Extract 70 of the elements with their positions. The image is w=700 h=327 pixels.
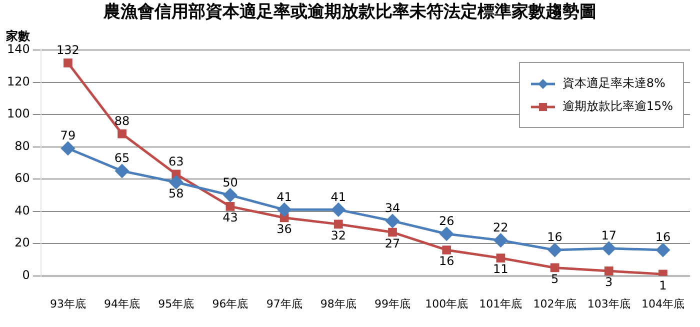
legend-label: 資本適足率未達8%: [562, 75, 666, 92]
data-label: 50: [222, 175, 238, 190]
data-label: 41: [276, 190, 292, 204]
point: [64, 58, 72, 68]
x-tick-label: 99年底: [374, 297, 410, 310]
y-tick-label: 0: [22, 268, 30, 282]
x-tick-label: 93年底: [50, 297, 86, 310]
data-label: 3: [605, 275, 613, 290]
point: [388, 228, 397, 237]
point: [550, 263, 560, 272]
y-tick-label: 20: [14, 236, 30, 250]
point: [494, 234, 508, 248]
data-label: 43: [222, 210, 238, 225]
data-label: 17: [601, 228, 617, 243]
point: [548, 243, 562, 257]
x-tick-label: 102年底: [533, 297, 576, 310]
point: [440, 227, 454, 241]
point: [278, 202, 292, 216]
data-label: 41: [330, 190, 346, 204]
point: [658, 270, 668, 276]
x-tick-label: 101年底: [479, 297, 522, 310]
point: [115, 164, 129, 178]
x-tick-label: 98年底: [320, 297, 356, 310]
point: [386, 214, 400, 228]
data-label: 5: [550, 272, 559, 286]
point: [118, 129, 126, 138]
point: [169, 176, 183, 190]
data-label: 88: [114, 114, 130, 128]
data-label: 63: [168, 154, 184, 168]
chart-title: 農漁會信用部資本適足率或逾期放款比率未符法定標準家數趨勢圖: [102, 1, 598, 24]
data-label: 36: [276, 222, 292, 236]
data-label: 1: [659, 278, 667, 292]
point: [61, 142, 75, 156]
data-label: 79: [60, 128, 76, 143]
data-label: 16: [438, 254, 454, 268]
point: [226, 202, 235, 211]
x-tick-label: 97年底: [266, 297, 302, 310]
data-label: 34: [384, 201, 400, 216]
y-tick-label: 100: [7, 106, 30, 121]
y-tick-label: 40: [14, 203, 30, 218]
data-label: 16: [547, 230, 562, 244]
x-tick-label: 96年底: [212, 297, 248, 310]
data-label: 132: [56, 43, 80, 58]
y-tick-label: 120: [7, 74, 30, 88]
point: [332, 202, 346, 216]
point: [496, 254, 506, 262]
x-tick-label: 95年底: [158, 297, 194, 310]
point: [334, 220, 343, 229]
x-tick-label: 103年底: [587, 297, 630, 310]
point: [656, 243, 670, 257]
data-label: 22: [493, 220, 508, 234]
legend-label: 逾期放款比率逾15%: [562, 98, 673, 115]
point: [602, 242, 616, 256]
data-label: 65: [114, 151, 130, 166]
y-tick-label: 140: [7, 42, 30, 56]
x-tick-label: 100年底: [425, 297, 468, 310]
x-tick-label: 104年底: [641, 297, 684, 310]
data-label: 58: [168, 186, 184, 200]
data-label: 11: [493, 262, 508, 276]
x-tick-label: 94年底: [104, 297, 140, 310]
data-label: 27: [384, 236, 400, 250]
y-tick-label: 60: [14, 171, 30, 186]
data-label: 32: [330, 228, 346, 242]
y-tick-label: 80: [14, 138, 30, 153]
data-label: 16: [655, 230, 671, 244]
y-axis-title: 家數: [6, 28, 30, 44]
point: [442, 246, 452, 254]
point: [223, 188, 237, 202]
data-label: 26: [438, 214, 454, 228]
point: [604, 266, 614, 276]
